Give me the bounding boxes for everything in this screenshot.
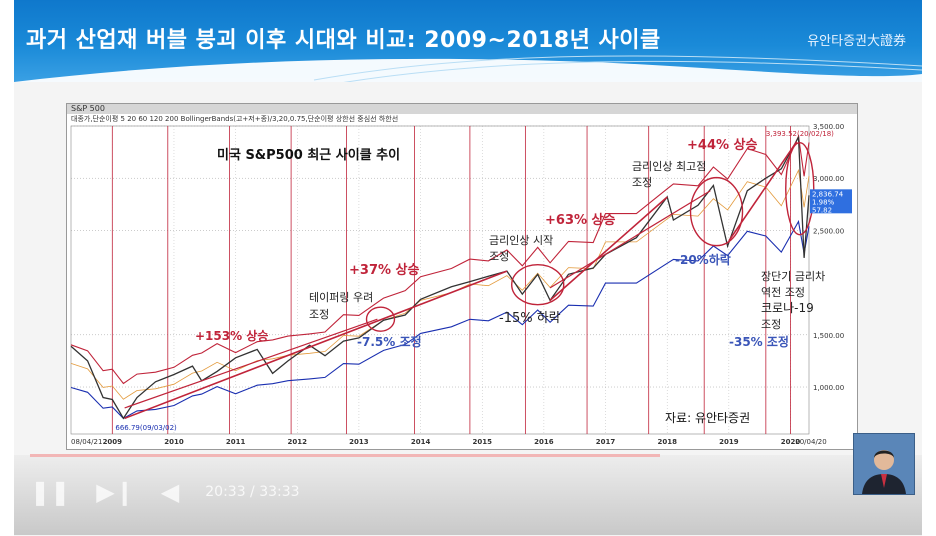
header-wave-decoration: [14, 55, 922, 82]
current-price-label: 2,836.74: [812, 190, 844, 198]
x-tick-label: 2013: [349, 438, 369, 446]
correction-circle: [785, 141, 815, 236]
sp500-chart: 3,500.00 3,000.00 2,500.00 1,500.00 1,000.00…: [70, 123, 852, 446]
chart-annotation: 코로나-19: [761, 301, 814, 315]
x-tick-label: 2011: [226, 438, 246, 446]
x-tick-label: 2015: [472, 438, 492, 446]
y-tick-label: 1,000.00: [813, 384, 844, 392]
x-tick-label: 2017: [596, 438, 616, 446]
volume-icon[interactable]: ◀: [160, 478, 180, 506]
x-tick-label: 2009: [103, 438, 123, 446]
y-tick-label: 3,500.00: [813, 123, 844, 131]
trend-line: [124, 318, 378, 409]
trend-line: [728, 141, 798, 242]
chart-panel: S&P 500 대종가,단순이평 5 20 60 120 200 Bolling…: [66, 103, 858, 450]
trend-line: [124, 270, 508, 420]
pause-icon[interactable]: ❚❚: [30, 478, 71, 506]
x-tick-label: 2020: [781, 438, 801, 446]
video-time: 20:33 / 33:33: [205, 484, 300, 500]
slide-title: 과거 산업재 버블 붕괴 이후 시대와 비교: 2009~2018년 사이클: [26, 28, 661, 53]
chart-annotation: -7.5% 조정: [357, 334, 422, 349]
chart-symbol-bar: S&P 500: [67, 104, 857, 114]
trough-label: 666.79(09/03/02): [115, 424, 177, 432]
chart-annotation: 조정: [309, 308, 329, 321]
chart-annotation: +63% 상승: [545, 213, 615, 228]
x-tick-label: 2010: [164, 438, 184, 446]
chart-annotation: +153% 상승: [195, 328, 268, 343]
chart-source: 자료: 유안타증권: [665, 411, 750, 425]
chart-annotation: -35% 조정: [729, 334, 789, 349]
current-price-box: [810, 189, 852, 214]
correction-circle: [689, 176, 744, 247]
chart-annotation: 조정: [489, 250, 509, 263]
x-tick-label: 2012: [288, 438, 308, 446]
chart-annotation: 테이퍼링 우려: [309, 291, 373, 304]
x-tick-label: 2014: [411, 438, 431, 446]
current-change-label: 1.98%: [812, 198, 835, 206]
trend-line: [549, 196, 668, 301]
correction-circle: [511, 263, 565, 306]
chart-annotation: 역전 조정: [761, 286, 805, 299]
middle-band-line: [70, 168, 810, 400]
brand-logo: 유안타증권大證券: [807, 34, 906, 49]
lower-band-line: [70, 219, 810, 420]
chart-annotation: 조정: [632, 176, 652, 189]
x-tick-label: 08/04/21: [71, 438, 102, 446]
chart-annotation: 장단기 금리차: [761, 270, 825, 283]
correction-circle: [365, 306, 396, 332]
presenter-figure-icon: [854, 434, 914, 494]
x-tick-label: 2019: [719, 438, 739, 446]
x-tick-label: 20/04/20: [795, 438, 826, 446]
trend-line: [549, 190, 711, 289]
chart-indicator-legend: 대종가,단순이평 5 20 60 120 200 BollingerBands(…: [71, 115, 399, 123]
chart-annotation: 조정: [761, 318, 781, 331]
x-tick-label: 2018: [657, 438, 677, 446]
price-line: [70, 134, 810, 420]
chart-title: 미국 S&P500 최근 사이클 추이: [217, 147, 400, 163]
chart-annotation: 금리인상 시작: [489, 234, 553, 247]
chart-symbol: S&P 500: [71, 104, 105, 113]
y-tick-label: 1,500.00: [813, 332, 844, 340]
video-controls: ❚❚ ▶❙ ◀ 20:33 / 33:33: [30, 472, 300, 512]
chart-annotation: +44% 상승: [687, 138, 757, 153]
chart-annotation: -20%하락: [675, 252, 731, 267]
y-tick-label: 2,500.00: [813, 227, 844, 235]
y-tick-label: 3,000.00: [813, 175, 844, 183]
video-control-overlay: [14, 455, 922, 535]
presenter-thumbnail: [853, 433, 915, 495]
x-tick-label: 2016: [534, 438, 554, 446]
chart-annotation: -15% 하락: [499, 311, 561, 326]
slide-header: 과거 산업재 버블 붕괴 이후 시대와 비교: 2009~2018년 사이클 유…: [14, 0, 922, 82]
peak-label: 3,393.52(20/02/18): [766, 130, 834, 138]
upper-band-line: [70, 134, 810, 385]
chart-annotation: +37% 상승: [349, 263, 419, 278]
current-delta-label: 57.82: [812, 206, 832, 214]
chart-annotation: 금리인상 최고점: [632, 160, 706, 173]
video-progress-bar[interactable]: [30, 454, 660, 457]
next-icon[interactable]: ▶❙: [96, 478, 135, 506]
